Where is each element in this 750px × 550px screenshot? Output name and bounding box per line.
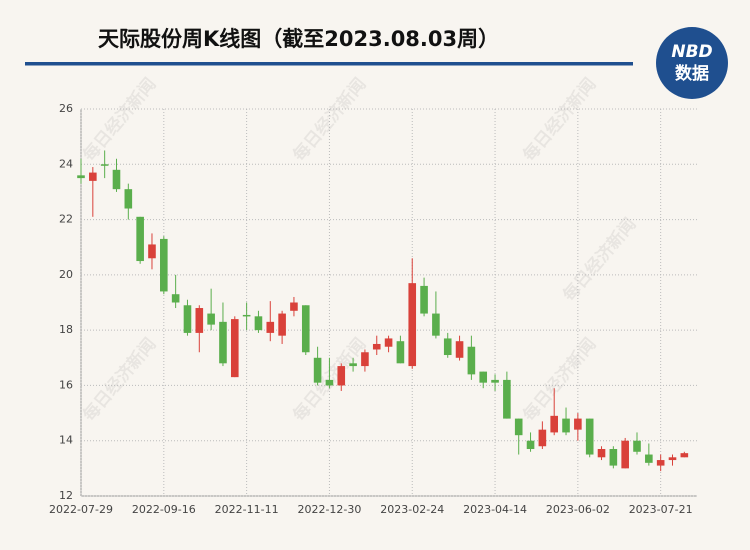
candle-body (313, 357, 322, 383)
y-tick-label: 24 (59, 157, 73, 170)
y-tick-label: 18 (59, 323, 73, 336)
candle-body (538, 429, 547, 447)
candle-body (266, 321, 275, 333)
candle-body (609, 449, 618, 466)
candle-body (408, 283, 417, 367)
candle-body (290, 302, 298, 311)
candle-body (479, 371, 488, 383)
candle-body (420, 285, 428, 314)
logo-circle (656, 27, 728, 99)
candle-body (633, 440, 641, 452)
candle-body (100, 164, 109, 166)
candle-body (160, 238, 168, 292)
x-tick-label: 2022-11-11 (215, 503, 279, 516)
candle-body (207, 313, 215, 325)
watermark: 每日经济新闻 (519, 74, 601, 166)
candle-body (325, 379, 334, 386)
y-tick-label: 12 (59, 489, 73, 502)
candle-body (230, 319, 239, 378)
candle-body (301, 305, 310, 353)
candle-body (349, 363, 357, 367)
candle-body (372, 343, 381, 350)
y-tick-label: 26 (59, 102, 73, 115)
candle-body (171, 294, 180, 303)
candle-body (219, 321, 227, 364)
candle-body (183, 305, 192, 333)
watermark: 每日经济新闻 (79, 334, 161, 426)
candle-body (491, 379, 499, 383)
candle-body (124, 189, 133, 209)
candle-body (432, 313, 440, 336)
candle-body (278, 313, 286, 336)
candle-body (597, 449, 606, 458)
y-tick-label: 20 (59, 268, 73, 281)
logo: NBD 数据 (656, 27, 728, 99)
candle-body (242, 314, 251, 317)
candle-body (112, 169, 121, 190)
x-tick-label: 2023-06-02 (546, 503, 610, 516)
candle-body (562, 418, 570, 433)
candle-body (574, 418, 582, 430)
candle-body (680, 453, 689, 458)
candle-body (195, 308, 204, 333)
y-tick-label: 16 (59, 378, 73, 391)
logo-text: NBD (671, 42, 712, 62)
candle-body (645, 454, 653, 463)
candle-body (668, 457, 677, 461)
candle-body (361, 352, 369, 367)
candle-body (585, 418, 594, 455)
candle-body (621, 440, 629, 469)
watermark: 每日经济新闻 (79, 74, 161, 166)
candle-body (77, 175, 85, 179)
x-tick-label: 2022-12-30 (297, 503, 361, 516)
x-tick-label: 2023-02-24 (380, 503, 444, 516)
chart-title: 天际股份周K线图（截至2023.08.03周） (98, 27, 499, 51)
watermark: 每日经济新闻 (519, 334, 601, 426)
x-tick-label: 2023-04-14 (463, 503, 527, 516)
candle-body (443, 338, 452, 356)
candle-body (656, 460, 665, 466)
x-tick-label: 2022-09-16 (132, 503, 196, 516)
candle-body (467, 346, 476, 375)
candle-body (396, 341, 405, 364)
x-tick-label: 2023-07-21 (629, 503, 693, 516)
candle-body (89, 172, 97, 181)
watermark: 每日经济新闻 (559, 214, 641, 306)
y-tick-label: 14 (59, 434, 73, 447)
candle-body (455, 341, 464, 358)
candle-body (526, 440, 535, 450)
x-tick-label: 2022-07-29 (49, 503, 113, 516)
logo-text: 数据 (675, 63, 709, 84)
candle-body (148, 244, 156, 259)
candle-body (136, 216, 144, 262)
y-tick-label: 22 (59, 213, 73, 226)
candle-body (384, 338, 393, 347)
candle-body (503, 379, 511, 419)
candle-body (514, 418, 523, 436)
candle-body (337, 366, 346, 386)
candle-body (254, 316, 263, 331)
title-rule (25, 62, 633, 66)
candle-body (550, 415, 558, 433)
